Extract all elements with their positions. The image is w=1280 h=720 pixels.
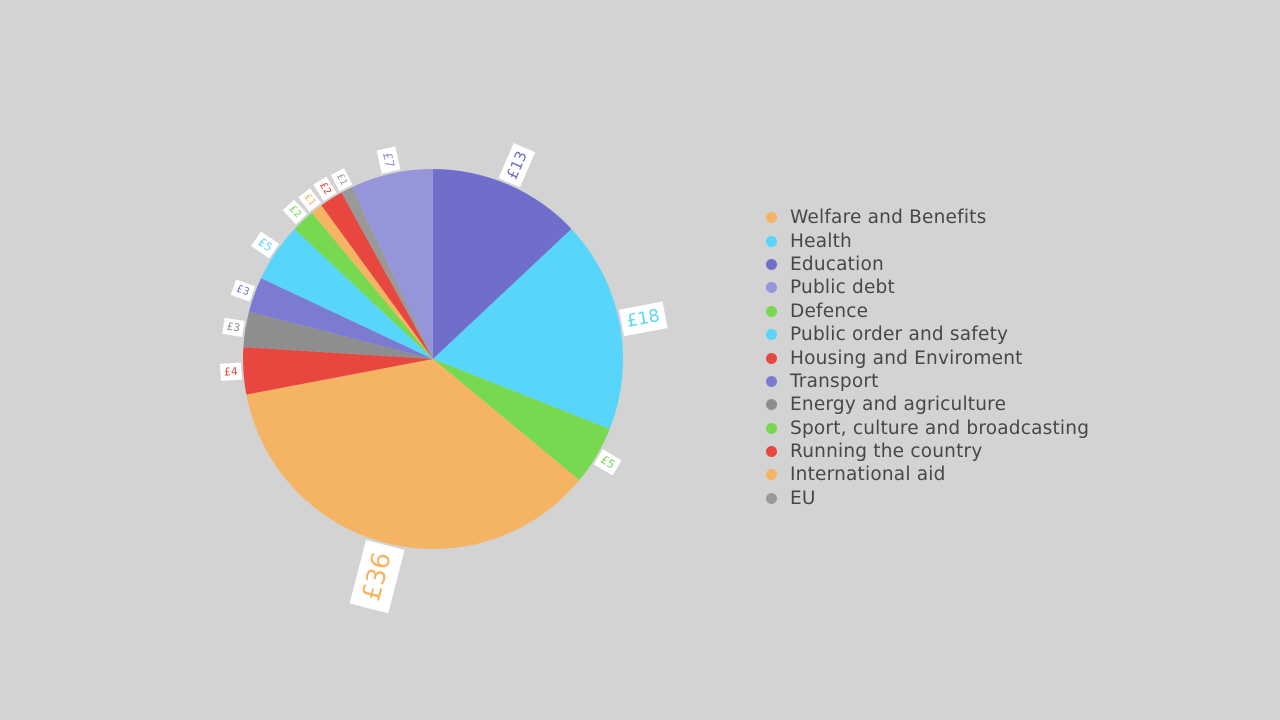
legend-label: International aid: [790, 464, 946, 486]
pie-slice-public-order-and-safety: [261, 228, 433, 359]
legend-label: Sport, culture and broadcasting: [790, 417, 1090, 439]
pie-slice-international-aid: [311, 205, 433, 359]
pie-label-tag: [619, 301, 668, 337]
legend-swatch: [766, 212, 777, 224]
pie-label-tag: [282, 199, 308, 225]
pie-label-energy-and-agriculture: £3: [222, 317, 245, 337]
pie-label-tag: [222, 317, 245, 337]
pie-label-housing-and-enviroment: £4: [219, 362, 242, 381]
pie-labels: £13£18£5£36£4£3£3£5£2£1£2£1£7: [219, 142, 668, 614]
pie-label-international-aid: £1: [298, 188, 322, 212]
legend-item-welfare-and-benefits: Welfare and Benefits: [766, 206, 1089, 229]
legend-item-transport: Transport: [766, 370, 1089, 393]
pie-label-tag: [298, 188, 322, 212]
pie-slice-energy-and-agriculture: [243, 311, 433, 359]
pie-label-public-order-and-safety: £5: [251, 231, 280, 259]
pie-label-defence: £5: [593, 449, 622, 476]
pie-label-text: £1: [334, 172, 349, 188]
legend-label: Health: [790, 230, 852, 252]
legend-label: Energy and agriculture: [790, 394, 1007, 416]
pie-label-tag: [251, 231, 280, 259]
legend-item-defence: Defence: [766, 300, 1089, 323]
pie-label-tag: [219, 362, 242, 381]
pie-label-tag: [498, 142, 536, 188]
pie-label-tag: [593, 449, 622, 476]
pie-label-tag: [230, 279, 256, 302]
legend-item-public-debt: Public debt: [766, 276, 1089, 299]
pie-label-text: £3: [226, 320, 241, 334]
legend-label: Running the country: [790, 441, 983, 463]
legend-item-housing-and-enviroment: Housing and Enviroment: [766, 346, 1089, 369]
pie-label-sport-culture-and-broadcasting: £2: [282, 199, 308, 225]
pie-label-running-the-country: £2: [313, 176, 337, 202]
legend-item-public-order-and-safety: Public order and safety: [766, 323, 1089, 346]
legend-item-education: Education: [766, 253, 1089, 276]
legend-label: EU: [790, 487, 816, 509]
legend-label: Public order and safety: [790, 324, 1009, 346]
pie-label-text: £3: [235, 283, 252, 299]
pie-slice-health: [433, 228, 623, 429]
legend-label: Education: [790, 253, 884, 275]
legend-swatch: [766, 469, 777, 481]
pie-slices: [242, 169, 623, 549]
legend-item-health: Health: [766, 229, 1089, 252]
legend-item-running-the-country: Running the country: [766, 440, 1089, 463]
pie-label-text: £4: [224, 365, 239, 379]
pie-label-public-debt: £7: [376, 146, 401, 174]
legend-item-international-aid: International aid: [766, 463, 1089, 486]
pie-label-eu: £1: [330, 168, 353, 192]
legend-item-sport-culture-and-broadcasting: Sport, culture and broadcasting: [766, 417, 1089, 440]
legend-swatch: [766, 235, 777, 247]
pie-label-tag: [376, 146, 401, 174]
pie-slice-education: [433, 169, 572, 359]
legend-swatch: [766, 422, 777, 434]
legend-label: Welfare and Benefits: [790, 207, 987, 229]
legend-swatch: [766, 492, 777, 504]
legend-swatch: [766, 399, 777, 411]
pie-label-tag: [349, 540, 405, 614]
pie-slice-running-the-country: [321, 192, 433, 359]
legend-swatch: [766, 446, 777, 458]
legend-label: Transport: [790, 370, 879, 392]
legend-swatch: [766, 305, 777, 317]
pie-slice-sport-culture-and-broadcasting: [294, 212, 433, 359]
pie-label-health: £18: [619, 301, 668, 337]
legend-label: Housing and Enviroment: [790, 347, 1023, 369]
pie-slice-defence: [433, 359, 610, 481]
legend-swatch: [766, 258, 777, 270]
pie-label-tag: [330, 168, 353, 192]
pie-label-tag: [313, 176, 337, 202]
legend-label: Defence: [790, 300, 869, 322]
legend: Welfare and Benefits Health Education Publi…: [766, 206, 1089, 510]
pie-label-welfare-and-benefits: £36: [349, 540, 405, 614]
pie-label-text: £5: [598, 453, 617, 472]
legend-label: Public debt: [790, 277, 895, 299]
legend-swatch: [766, 352, 777, 364]
pie-slice-housing-and-enviroment: [242, 347, 433, 395]
legend-swatch: [766, 375, 777, 387]
pie-slice-public-debt: [352, 169, 433, 359]
legend-swatch: [766, 329, 777, 341]
legend-item-eu: EU: [766, 487, 1089, 510]
legend-swatch: [766, 282, 777, 294]
legend-item-energy-and-agriculture: Energy and agriculture: [766, 393, 1089, 416]
pie-slice-transport: [248, 278, 433, 359]
pie-label-text: £7: [380, 151, 397, 169]
pie-label-transport: £3: [230, 279, 256, 302]
pie-slice-eu: [341, 187, 433, 359]
pie-slice-welfare-and-benefits: [246, 359, 580, 549]
pie-label-education: £13: [498, 142, 536, 188]
